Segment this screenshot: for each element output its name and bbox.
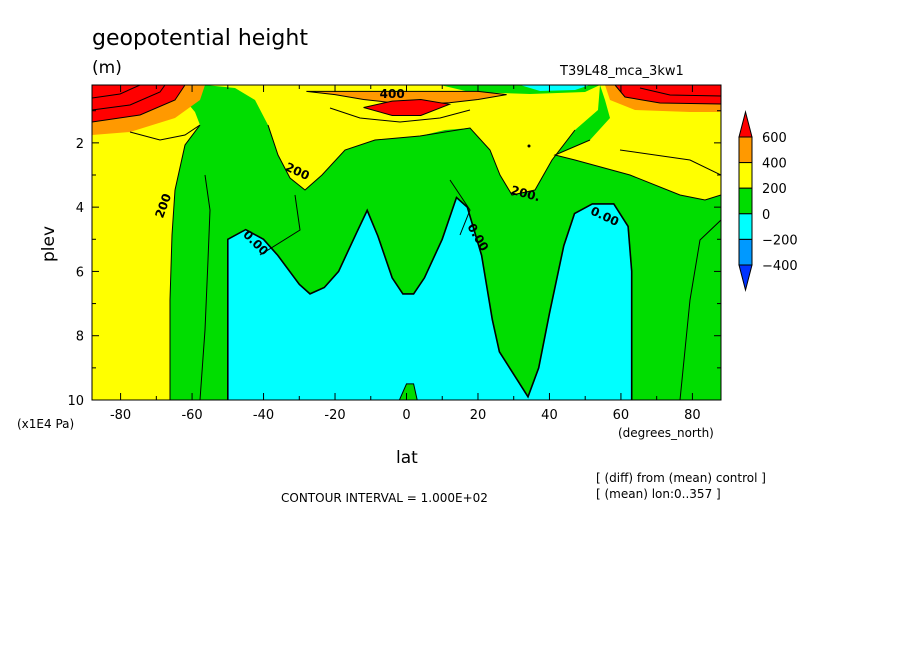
y-tick-label-2: 6	[76, 265, 84, 280]
y-tick-label-3: 8	[76, 330, 84, 345]
region-200-to-400-south	[92, 85, 200, 400]
x-tick-label-6: 40	[541, 408, 558, 423]
y-tick-label-4: 10	[67, 394, 84, 409]
contour-200-north	[553, 139, 721, 201]
x-tick-label-3: -20	[324, 408, 345, 423]
contour-300-center	[329, 107, 471, 123]
colorbar-swatch-5	[738, 238, 753, 266]
region-200-to-400-north	[555, 85, 721, 200]
contour-dot	[527, 144, 531, 148]
zero-line-layer	[227, 196, 633, 400]
x-tick-label-4: 0	[402, 408, 410, 423]
x-tick-label-1: -60	[181, 408, 202, 423]
contour-interval-note: CONTOUR INTERVAL = 1.000E+02	[281, 491, 488, 505]
colorbar-label-3: 0	[762, 208, 770, 223]
contour-200-south-upper	[174, 124, 201, 191]
region-3	[398, 383, 418, 400]
x-axis-units: (degrees_north)	[618, 426, 714, 440]
x-tick-label-0: -80	[110, 408, 131, 423]
chart-units: (m)	[92, 58, 122, 78]
x-tick-label-2: -40	[253, 408, 274, 423]
contour-lines	[92, 85, 721, 400]
x-tick-label-8: 80	[684, 408, 701, 423]
y-axis-label: plev	[39, 226, 59, 262]
colorbar-label-4: −200	[762, 233, 798, 248]
y-axis-units: (x1E4 Pa)	[17, 417, 74, 431]
colorbar-label-1: 400	[762, 157, 787, 172]
colorbar-label-0: 600	[762, 131, 787, 146]
chart-title: geopotential height	[92, 26, 308, 51]
contour-100-center	[259, 194, 301, 256]
colorbar: 600 400 200 0 −200 −400	[738, 110, 798, 292]
contour-600-north	[614, 85, 721, 105]
contour-200-south	[169, 189, 176, 400]
colorbar-label-5: −400	[762, 259, 798, 274]
contour-700-south	[92, 85, 166, 111]
mean-note: [ (mean) lon:0..357 ]	[596, 487, 721, 501]
colorbar-swatch-4	[738, 213, 753, 240]
contour-400-south	[129, 124, 201, 141]
x-axis-label: lat	[396, 448, 418, 468]
contour-100-equator	[449, 179, 471, 236]
colorbar-label-2: 200	[762, 182, 787, 197]
y-tick-label-1: 4	[76, 201, 84, 216]
region-200-to-400-upper	[205, 85, 600, 195]
x-tick-label-5: 20	[470, 408, 487, 423]
diff-note: [ (diff) from (mean) control ]	[596, 471, 766, 485]
contour-200-center	[267, 124, 576, 196]
contour-100-north-lower	[679, 219, 721, 400]
run-label: T39L48_mca_3kw1	[559, 64, 684, 79]
region-0	[306, 90, 507, 105]
x-axis: -80 -60 -40 -20 0 20 40 60 80	[110, 85, 701, 423]
region-top-cyan	[520, 85, 590, 91]
colorbar-swatch-2	[738, 162, 753, 189]
colorbar-swatch-bottom	[738, 264, 753, 292]
region-1	[363, 98, 452, 116]
contour-100-south	[199, 174, 211, 400]
colorbar-swatch-3	[738, 187, 753, 215]
y-axis: 2 4 6 8 10	[67, 110, 721, 409]
contour-600-south	[92, 85, 186, 123]
y-tick-label-0: 2	[76, 137, 84, 152]
colorbar-swatch-top	[738, 110, 753, 138]
contour-100-north	[619, 149, 721, 176]
x-tick-label-7: 60	[613, 408, 630, 423]
contour-label-0: 400	[380, 87, 405, 101]
colorbar-swatch-1	[738, 136, 753, 164]
contour-700-north	[639, 87, 721, 97]
contour-zero-line	[227, 196, 633, 400]
contour-800-south	[92, 85, 141, 99]
